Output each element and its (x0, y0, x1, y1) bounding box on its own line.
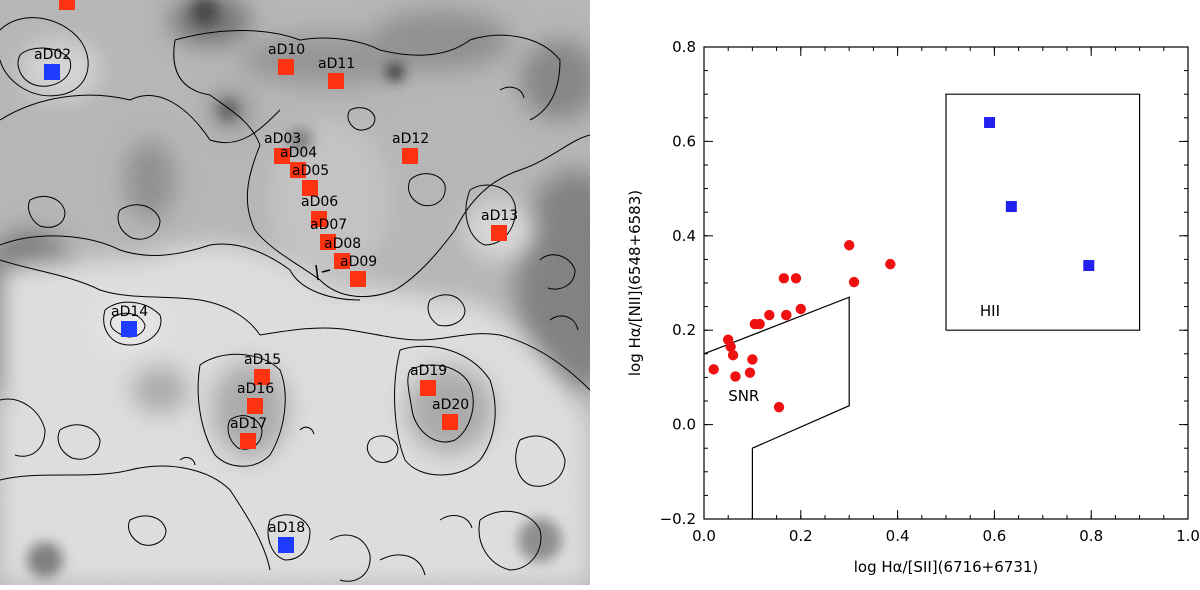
x-tick-label: 0.2 (789, 527, 813, 545)
data-point-circle (885, 258, 896, 270)
snr-region (703, 296, 850, 519)
data-point-circle (795, 303, 806, 315)
diagnostic-chart-panel: 0.0 0.2 0.4 0.6 0.8 1.0 −0.2 0.0 0.2 0.4 0.6 0.8 SN… (600, 0, 1200, 585)
data-point-circle (848, 276, 860, 288)
map-marker-label: aD07 (310, 217, 347, 233)
map-marker-label: aD09 (340, 254, 377, 270)
data-point-square (1083, 260, 1095, 272)
data-point-circle (773, 401, 785, 413)
data-point-square (1005, 201, 1017, 213)
y-tick-label: −0.2 (660, 510, 696, 528)
map-marker-aD15 (254, 369, 270, 385)
map-marker-aD18 (278, 537, 294, 553)
map-marker-label: aD12 (392, 131, 429, 147)
data-point-circle (754, 318, 765, 330)
y-tick-label: 0.6 (672, 132, 696, 150)
map-marker-aD19 (420, 380, 436, 396)
map-marker-label: aD16 (237, 381, 274, 397)
map-marker-label: aD14 (111, 304, 148, 320)
map-marker-label: aD19 (410, 363, 447, 379)
diagnostic-scatter-chart: 0.0 0.2 0.4 0.6 0.8 1.0−0.20.00.20.40.60.8 SN… (626, 38, 1200, 576)
x-tick-label: 0.4 (886, 527, 910, 545)
map-marker-aD07 (320, 234, 336, 250)
map-marker-label: aD04 (280, 145, 317, 161)
map-marker-aD09 (350, 271, 366, 287)
data-point-circle (781, 309, 792, 321)
annotation-layer: SNR HII (728, 302, 1000, 405)
x-tick-label: 0.8 (1079, 527, 1103, 545)
map-marker-label: aD08 (324, 236, 361, 252)
map-marker-aD12 (402, 148, 418, 164)
map-marker-aD04 (290, 162, 306, 178)
map-marker-label: aD18 (268, 520, 305, 536)
map-marker-label: aD20 (432, 397, 469, 413)
data-point-circle (844, 240, 855, 251)
map-marker-aD05 (302, 180, 318, 196)
map-marker-unlabeled-0 (59, 0, 75, 10)
map-marker-label: aD13 (481, 208, 518, 224)
map-marker-aD06 (311, 211, 327, 227)
map-marker-label: aD17 (230, 416, 267, 432)
data-point-circle (790, 273, 802, 284)
map-marker-aD17 (240, 433, 256, 449)
map-marker-aD14 (121, 321, 137, 337)
region-layer (703, 93, 1141, 519)
data-point-circle (747, 354, 758, 365)
map-marker-aD13 (491, 225, 507, 241)
emission-map-panel: aD02 aD10 aD11 aD03 aD04 aD05 aD06 aD07 aD08 aD09… (0, 0, 590, 585)
data-point-circle (778, 273, 790, 284)
map-marker-label: aD05 (292, 163, 329, 179)
x-tick-label: 0.6 (982, 527, 1006, 545)
map-marker-aD02 (44, 64, 60, 80)
data-point-circle (764, 309, 775, 321)
data-point-circle (727, 350, 739, 361)
x-tick-label: 0.0 (692, 527, 716, 545)
annotation-snr: SNR (728, 387, 759, 405)
y-tick-label: 0.4 (672, 227, 696, 245)
tick-layer: 0.0 0.2 0.4 0.6 0.8 1.0−0.20.00.20.40.60.8 (660, 38, 1200, 545)
map-marker-aD10 (278, 59, 294, 75)
data-point-circle (725, 341, 736, 352)
annotation-hii: HII (980, 302, 1000, 320)
map-marker-aD11 (328, 73, 344, 89)
map-marker-label: aD03 (264, 131, 301, 147)
x-axis-label: log Hα/[SII](6716+6731) (854, 558, 1039, 576)
y-tick-label: 0.8 (672, 38, 696, 56)
map-marker-aD16 (247, 398, 263, 414)
data-point-square (984, 117, 996, 129)
y-tick-label: 0.0 (672, 416, 696, 434)
data-point-circle (744, 367, 756, 378)
data-point-circle (708, 364, 719, 375)
y-tick-label: 0.2 (672, 321, 696, 339)
map-marker-aD08 (334, 253, 350, 269)
map-marker-label: aD10 (268, 42, 305, 58)
map-marker-label: aD06 (301, 194, 338, 210)
map-marker-aD03 (274, 148, 290, 164)
hii-region (945, 93, 1141, 331)
point-layer (708, 117, 1095, 413)
map-marker-label: aD02 (34, 47, 71, 63)
x-tick-label: 1.0 (1176, 527, 1200, 545)
map-marker-label: aD15 (244, 352, 281, 368)
map-marker-aD20 (442, 414, 458, 430)
data-point-circle (730, 371, 741, 382)
y-axis-label: log Hα/[NII](6548+6583) (626, 190, 644, 376)
map-marker-label: aD11 (318, 56, 355, 72)
